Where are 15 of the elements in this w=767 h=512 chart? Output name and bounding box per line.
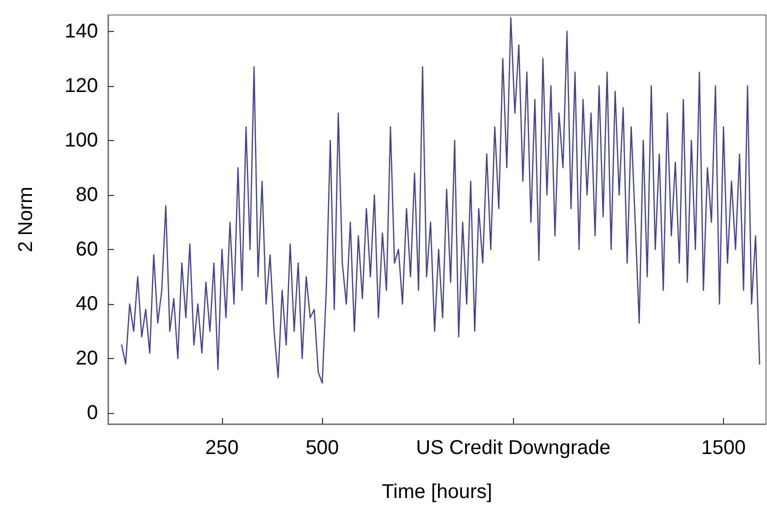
y-tick-label: 80 (76, 184, 98, 206)
y-tick-label: 120 (64, 74, 98, 97)
y-tick-label: 0 (86, 402, 98, 424)
y-tick-label: 20 (76, 348, 98, 370)
y-tick-label: 100 (64, 129, 98, 152)
x-tick-label: US Credit Downgrade (416, 437, 610, 459)
y-axis-title: 2 Norm (15, 186, 37, 252)
x-axis-title: Time [hours] (382, 481, 492, 503)
y-tick-label: 40 (76, 293, 98, 316)
x-tick-label: 500 (306, 437, 339, 459)
x-tick-label: 1500 (701, 437, 746, 459)
y-tick-label: 60 (76, 238, 98, 260)
y-tick-label: 140 (64, 20, 98, 42)
line-series (121, 17, 760, 384)
x-tick-label: 250 (205, 437, 239, 459)
